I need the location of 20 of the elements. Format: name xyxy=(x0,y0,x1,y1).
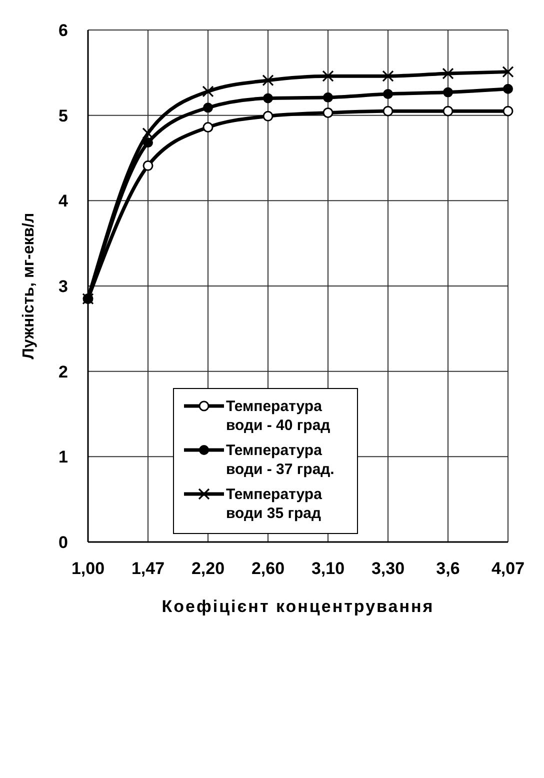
legend-label: Температура води - 37 град. xyxy=(226,441,336,479)
y-tick-label: 0 xyxy=(58,533,68,552)
y-tick-label: 5 xyxy=(58,106,68,126)
y-tick-label: 1 xyxy=(58,448,68,467)
x-tick-label: 2,20 xyxy=(191,559,225,578)
x-tick-label: 3,30 xyxy=(371,559,405,578)
y-tick-label: 2 xyxy=(58,362,68,382)
legend-label: Температура води 35 град xyxy=(226,485,323,523)
x-axis-title: Коефіцієнт концентрування xyxy=(162,597,434,616)
x-tick-label: 3,10 xyxy=(311,559,345,578)
y-tick-label: 6 xyxy=(58,21,68,40)
legend-label: Температура води - 40 град xyxy=(226,397,332,435)
y-axis-title: Лужність, мг-екв/л xyxy=(20,212,38,360)
y-tick-label: 4 xyxy=(58,192,69,211)
x-tick-label: 4,07 xyxy=(491,559,525,578)
x-tick-label: 2,60 xyxy=(251,559,285,578)
x-tick-label: 3,6 xyxy=(436,559,460,578)
x-tick-label: 1,00 xyxy=(71,559,105,578)
y-tick-label: 3 xyxy=(58,277,68,296)
x-tick-label: 1,47 xyxy=(131,559,165,578)
